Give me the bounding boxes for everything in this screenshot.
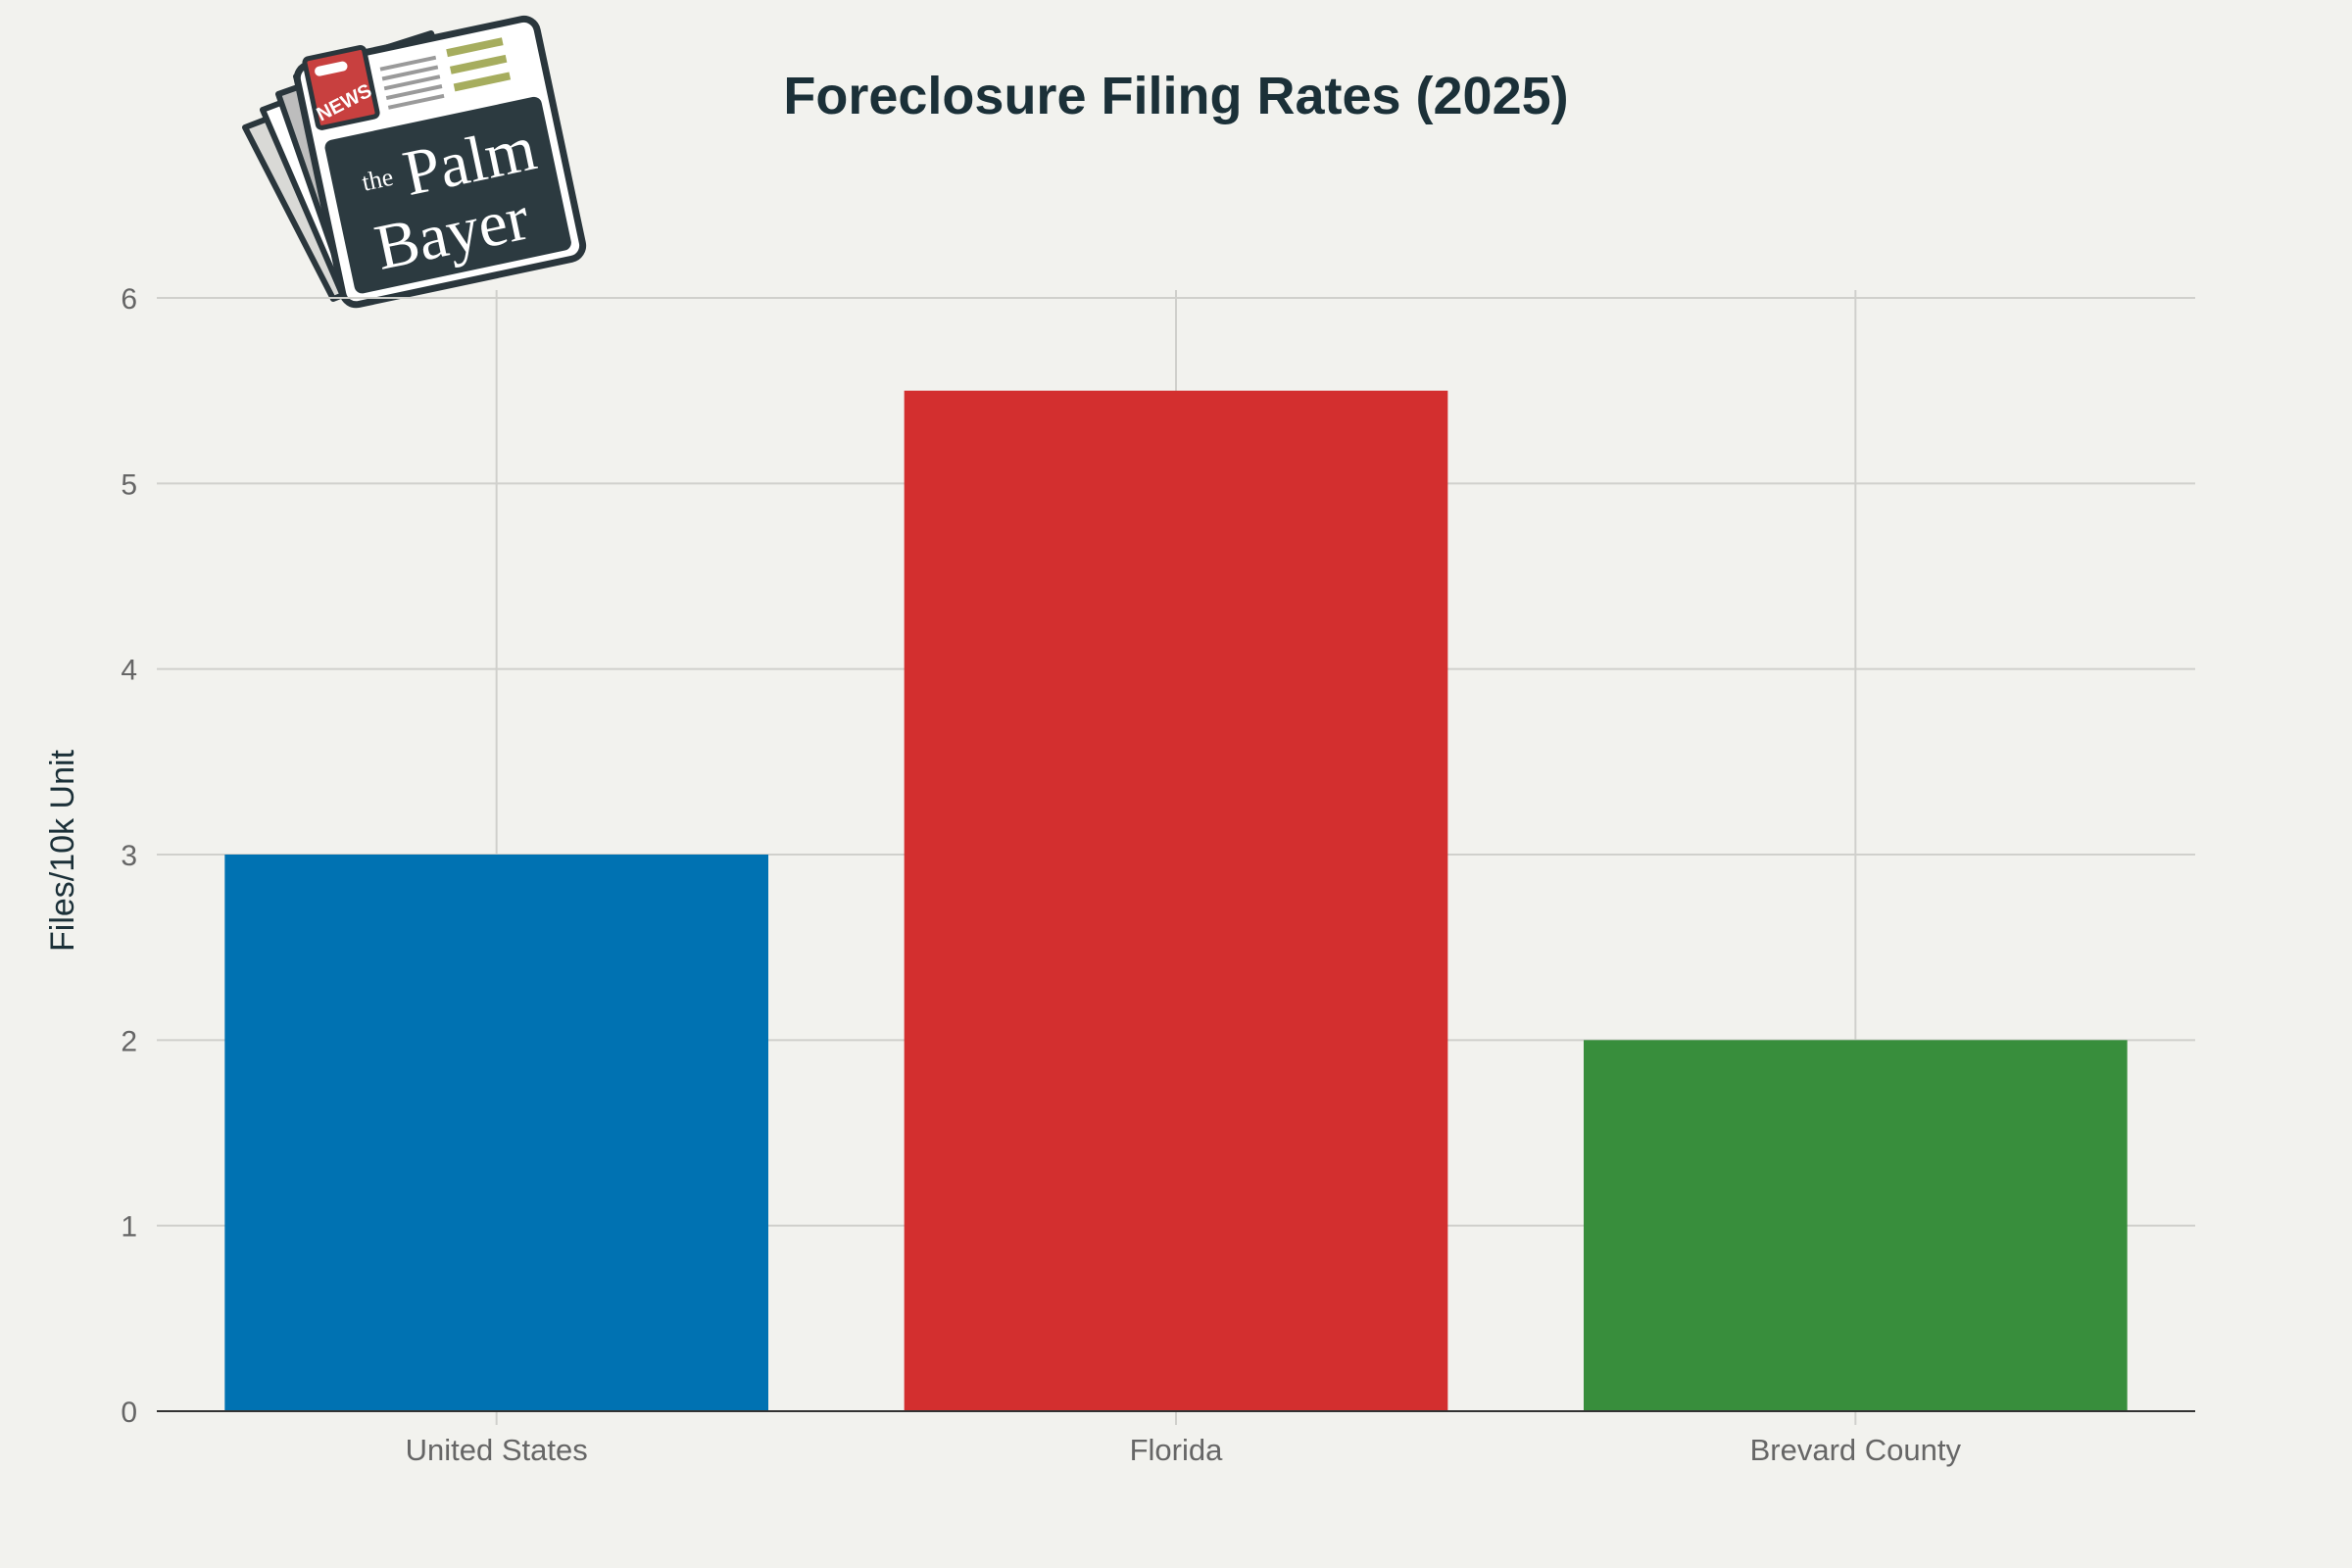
y-axis-label: Files/10k Unit [44, 749, 81, 952]
x-tick-label: Brevard County [1750, 1433, 1962, 1467]
bar-brevard-county[interactable] [1584, 1040, 2128, 1411]
y-tick-label: 0 [121, 1396, 137, 1429]
bar-united-states[interactable] [224, 855, 769, 1411]
chart-title: Foreclosure Filing Rates (2025) [783, 67, 1568, 125]
y-tick-label: 2 [121, 1025, 137, 1057]
newspaper-logo: NEWS the Palm Bayer [242, 15, 587, 309]
x-tick-label: United States [406, 1433, 588, 1467]
logo-the-text: the [360, 163, 396, 197]
y-tick-labels: 0 1 2 3 4 5 6 [121, 283, 137, 1429]
x-tick-label: Florida [1130, 1433, 1224, 1467]
y-tick-label: 5 [121, 468, 137, 501]
y-tick-label: 4 [121, 655, 137, 687]
bars-group [224, 390, 2128, 1412]
y-tick-label: 1 [121, 1211, 137, 1244]
x-tick-labels: United States Florida Brevard County [406, 1433, 1962, 1467]
y-tick-label: 3 [121, 840, 137, 872]
bar-florida[interactable] [904, 390, 1448, 1412]
y-tick-label: 6 [121, 283, 137, 316]
